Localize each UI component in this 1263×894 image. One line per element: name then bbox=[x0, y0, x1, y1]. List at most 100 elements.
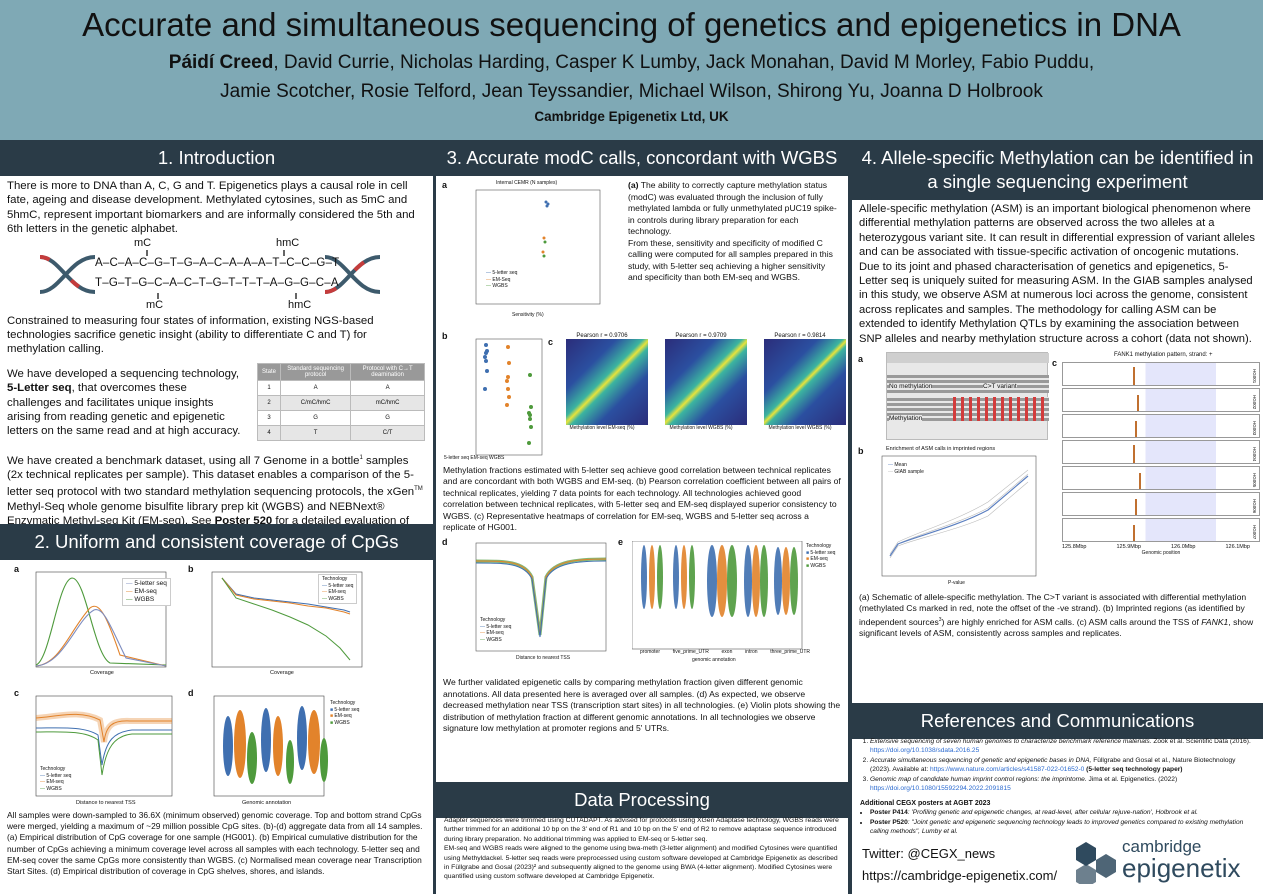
coverage-caption: All samples were down-sampled to 36.6X (… bbox=[7, 810, 423, 877]
column-divider bbox=[848, 140, 852, 894]
twitter-handle: Twitter: @CEGX_news bbox=[862, 846, 996, 861]
intro-paragraph-1: There is more to DNA than A, C, G and T.… bbox=[7, 180, 415, 236]
poster-list: Poster P414: 'Profiling genetic and epig… bbox=[852, 808, 1263, 836]
data-processing-heading: Data Processing bbox=[436, 782, 848, 818]
fank1-title: FANK1 methylation pattern, strand: + bbox=[1114, 352, 1213, 359]
column-right: 4. Allele-specific Methylation can be id… bbox=[852, 140, 1263, 884]
cambridge-epigenetix-logo: cambridge epigenetix bbox=[1074, 838, 1254, 886]
table-row: 4 T C/T bbox=[256, 424, 425, 441]
heatmap-row: Pearson r = 0.9706 Methylation level EM-… bbox=[556, 333, 846, 431]
data-processing-text: Adapter sequences were trimmed using CUT… bbox=[444, 817, 839, 881]
track-row: HG001 bbox=[1062, 362, 1260, 387]
list-item: Poster P520: "Joint genetic and epigenet… bbox=[870, 818, 1255, 836]
coverage-figure: a b c d bbox=[0, 560, 433, 810]
igv-schematic: No methylation C>T variant Methylation bbox=[886, 352, 1049, 441]
panel-label-c: c bbox=[14, 688, 20, 698]
panel-label-d: d bbox=[188, 688, 194, 698]
methylation-label: Methylation bbox=[889, 415, 923, 423]
section-4-heading: 4. Allele-specific Methylation can be id… bbox=[852, 140, 1263, 200]
modc-caption-bc: Methylation fractions estimated with 5-l… bbox=[443, 465, 841, 533]
pearson-scatter bbox=[475, 338, 543, 456]
violin-xlabel: genomic annotation bbox=[692, 657, 736, 664]
hmc-label-top: hmC bbox=[276, 236, 300, 249]
enrichment-legend: — Mean — GIAB sample bbox=[888, 462, 924, 475]
variant-label: C>T variant bbox=[983, 383, 1017, 391]
table-header: Protocol with C→T deamination bbox=[350, 362, 425, 381]
asm-figure: a b c No methylation C>T variant Methyla… bbox=[852, 352, 1263, 590]
axis-label-d-x: Genomic annotation bbox=[242, 800, 292, 806]
modc-panels-de: d e Technology — 5-letter seq — EM-seq —… bbox=[436, 537, 848, 671]
list-item: Poster P414: 'Profiling genetic and epig… bbox=[870, 808, 1255, 817]
references-block: Extensive sequencing of seven human geno… bbox=[852, 737, 1263, 837]
legend-c: Technology — 5-letter seq — EM-seq — WGB… bbox=[40, 766, 72, 792]
panel-label-b: b bbox=[442, 331, 448, 341]
intro-paragraph-3: We have developed a sequencing technolog… bbox=[7, 367, 241, 438]
lead-author: Páidí Creed bbox=[168, 52, 274, 73]
reference-link[interactable]: https://doi.org/10.1080/15592294.2022.20… bbox=[870, 785, 1011, 792]
track-row: HG007 bbox=[1062, 518, 1260, 543]
track-row: HG003 bbox=[1062, 414, 1260, 439]
section-1-heading: 1. Introduction bbox=[0, 140, 433, 176]
legend-d: Technology ■ 5-letter seq ■ EM-seq ■ WGB… bbox=[330, 700, 360, 726]
tss-methylation-plot bbox=[475, 543, 607, 652]
section-2-heading: 2. Uniform and consistent coverage of Cp… bbox=[0, 524, 433, 560]
no-methylation-label: No methylation bbox=[889, 383, 933, 391]
axis-label-c-x: Distance to nearest TSS bbox=[76, 800, 136, 806]
enrichment-plot bbox=[881, 455, 1037, 577]
tss-xlabel: Distance to nearest TSS bbox=[516, 655, 571, 662]
mc-label-bottom: mC bbox=[146, 298, 164, 311]
coverage-violins bbox=[223, 706, 328, 784]
additional-posters-heading: Additional CEGX posters at AGBT 2023 bbox=[860, 800, 991, 807]
panel-label-d: d bbox=[442, 537, 448, 548]
pearson-xcats: 5-letter seq EM-seq WGBS bbox=[444, 455, 505, 461]
references-heading: References and Communications bbox=[852, 703, 1263, 739]
table-row: 2 C/mC/hmC mC/hmC bbox=[256, 394, 425, 411]
heatmap-image bbox=[764, 339, 846, 425]
column-left: 1. Introduction There is more to DNA tha… bbox=[0, 140, 433, 876]
dna-top-strand: A–C–A–C–G–T–G–A–C–A–A–A–T–C–C–G–T bbox=[95, 256, 340, 269]
track-row: HG005 bbox=[1062, 466, 1260, 491]
column-divider bbox=[433, 140, 436, 894]
modc-panels-bc: b c 5-letter seq EM-seq WGBS Pearson r =… bbox=[436, 331, 848, 465]
asm-caption: (a) Schematic of allele-specific methyla… bbox=[859, 592, 1254, 639]
logo-text-top: cambridge bbox=[1122, 837, 1202, 856]
intro-paragraph-2: Constrained to measuring four states of … bbox=[7, 314, 374, 356]
panel-label-e: e bbox=[618, 537, 624, 548]
column-middle: 3. Accurate modC calls, concordant with … bbox=[436, 140, 848, 880]
sens-spec-xlabel: Sensitivity (%) bbox=[512, 312, 544, 318]
dna-diagram: mC hmC A–C–A–C–G–T–G–A–C–A–A–A–T–C–C–G–T… bbox=[0, 237, 433, 312]
legend-a: — 5-letter seq — EM-seq — WGBS bbox=[122, 578, 171, 606]
panel-label-c: c bbox=[548, 337, 554, 347]
hmc-label-bottom: hmC bbox=[288, 298, 312, 311]
panel-label-c: c bbox=[1052, 358, 1058, 369]
reference-list: Extensive sequencing of seven human geno… bbox=[852, 737, 1263, 793]
poster-header: Accurate and simultaneous sequencing of … bbox=[0, 0, 1263, 140]
table-header: State bbox=[256, 362, 282, 381]
sens-spec-legend: — 5-letter seq — EM-Seq — WGBS bbox=[486, 270, 518, 289]
reference-link[interactable]: https://doi.org/10.1038/sdata.2016.25 bbox=[870, 747, 980, 754]
modc-caption-a: (a) The ability to correctly capture met… bbox=[628, 180, 837, 282]
enrichment-xlabel: P-value bbox=[948, 580, 965, 587]
reference-link[interactable]: https://www.nature.com/articles/s41587-0… bbox=[930, 766, 1085, 773]
violin-legend: Technology ■ 5-letter seq ■ EM-seq ■ WGB… bbox=[806, 543, 836, 569]
heatmap-image bbox=[665, 339, 747, 425]
fank1-xlabel: Genomic position bbox=[1141, 550, 1181, 557]
legend-b: Technology — 5-letter seq — EM-seq — WGB… bbox=[318, 574, 358, 604]
mc-label-top: mC bbox=[134, 236, 152, 249]
list-item: Extensive sequencing of seven human geno… bbox=[870, 737, 1255, 755]
track-row: HG006 bbox=[1062, 492, 1260, 517]
annotation-violins bbox=[632, 541, 803, 650]
enrichment-title: Enrichment of ASM calls in imprinted reg… bbox=[886, 446, 996, 453]
five-letter-seq-term: 5-Letter seq bbox=[7, 382, 72, 395]
track-row: HG004 bbox=[1062, 440, 1260, 465]
dna-bottom-strand: T–G–T–G–C–A–C–T–G–T–T–T–A–G–G–C–A bbox=[95, 276, 339, 289]
dna-helix-graphic bbox=[39, 249, 381, 299]
website-link[interactable]: https://cambridge-epigenetix.com/ bbox=[862, 868, 1058, 883]
panel-label-a: a bbox=[14, 564, 20, 574]
sens-spec-title: Internal CEMR (N samples) bbox=[496, 180, 558, 186]
heatmap-image bbox=[566, 339, 648, 425]
asm-intro: Allele-specific methylation (ASM) is an … bbox=[859, 203, 1255, 345]
list-item: Genomic map of candidate human imprint c… bbox=[870, 775, 1255, 793]
violin-categories: promoter five_prime_UTR exon intron three_pr… bbox=[640, 649, 810, 656]
technology-block: We have developed a sequencing technolog… bbox=[0, 362, 433, 449]
